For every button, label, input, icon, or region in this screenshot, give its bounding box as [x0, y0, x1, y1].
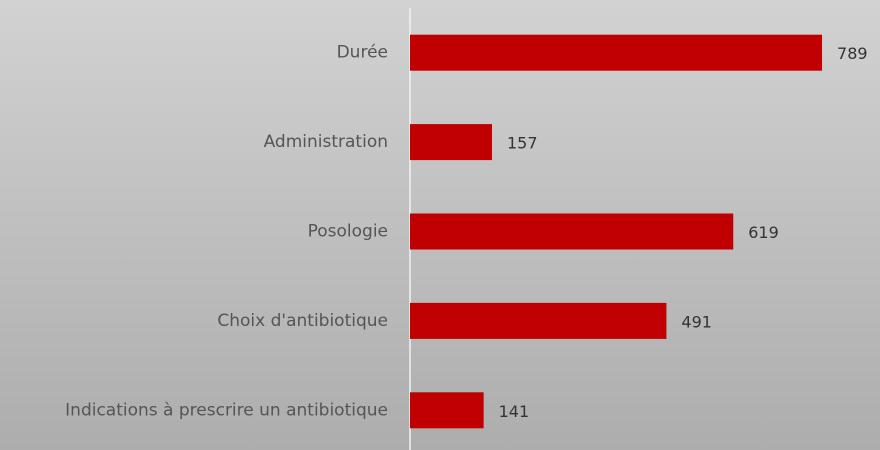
bar — [410, 392, 484, 429]
value-label: 141 — [499, 402, 530, 421]
bar — [410, 34, 823, 71]
value-label: 619 — [748, 223, 779, 242]
category-label: Posologie — [308, 222, 388, 242]
bar — [410, 124, 492, 161]
bar — [410, 302, 667, 339]
value-label: 789 — [837, 44, 868, 63]
bar — [410, 213, 734, 250]
category-label: Administration — [264, 132, 388, 152]
category-label: Durée — [337, 43, 388, 63]
category-label: Choix d'antibiotique — [217, 311, 388, 331]
value-label: 157 — [507, 134, 538, 153]
category-label: Indications à prescrire un antibiotique — [65, 400, 388, 420]
value-label: 491 — [681, 312, 712, 331]
